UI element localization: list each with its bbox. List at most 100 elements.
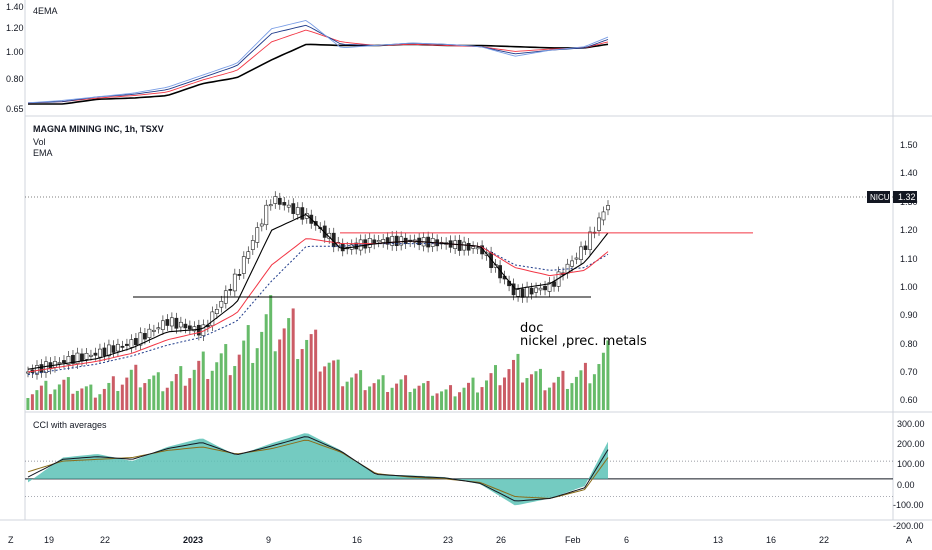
price-candle	[71, 355, 75, 364]
volume-bar	[53, 389, 57, 410]
volume-bar	[120, 384, 124, 410]
volume-bar	[399, 379, 403, 410]
top-ema-line	[27, 20, 609, 104]
volume-bar	[471, 377, 475, 410]
volume-bar	[242, 340, 246, 410]
volume-bar	[170, 381, 174, 410]
volume-bar	[377, 379, 381, 410]
volume-bar	[152, 375, 156, 410]
price-candle	[174, 317, 179, 329]
time-tick: 9	[266, 535, 271, 545]
volume-bar	[26, 398, 30, 410]
price-candle	[520, 288, 525, 298]
price-candle	[214, 309, 219, 314]
volume-bar	[592, 374, 596, 410]
price-candle	[120, 345, 125, 348]
cci-fill	[28, 433, 608, 506]
price-candle	[178, 321, 183, 328]
price-candle	[66, 356, 71, 365]
volume-bar	[489, 373, 493, 410]
volume-bar	[62, 379, 66, 410]
volume-bar	[570, 383, 574, 410]
volume-bar	[426, 380, 430, 410]
price-candle	[579, 246, 583, 260]
time-tick: Feb	[565, 535, 581, 545]
vol-label: Vol	[33, 137, 46, 147]
volume-bar	[201, 351, 205, 410]
volume-bar	[476, 392, 480, 410]
volume-bar	[318, 371, 322, 410]
volume-bar	[129, 369, 133, 410]
volume-bar	[291, 308, 295, 410]
volume-bar	[601, 352, 605, 410]
main-y-tick: 0.60	[900, 395, 918, 405]
volume-bar	[228, 375, 232, 410]
price-candle	[98, 348, 102, 358]
volume-bar	[233, 366, 237, 410]
price-candle	[160, 320, 165, 330]
top-y-tick: 1.00	[6, 47, 24, 57]
volume-bar	[251, 362, 255, 410]
volume-bar	[66, 377, 70, 410]
volume-bar	[246, 325, 250, 410]
top-y-tick: 1.40	[6, 2, 24, 12]
volume-bar	[125, 377, 129, 410]
volume-bar	[431, 395, 435, 410]
volume-bar	[381, 375, 385, 410]
price-candle	[525, 286, 529, 298]
volume-bar	[502, 377, 506, 410]
cci-pane-title: CCI with averages	[33, 420, 107, 430]
symbol-title: MAGNA MINING INC, 1h, TSXV	[33, 124, 164, 134]
volume-bar	[516, 353, 520, 410]
price-candle	[26, 371, 30, 374]
volume-bar	[116, 390, 120, 410]
volume-bar	[273, 351, 277, 410]
volume-bar	[197, 360, 201, 410]
volume-bar	[98, 394, 102, 410]
volume-bar	[606, 340, 610, 410]
price-candle	[89, 354, 93, 357]
price-candle	[273, 196, 278, 204]
volume-bar	[597, 364, 601, 410]
price-candle	[583, 245, 588, 250]
main-y-tick: 1.10	[900, 254, 918, 264]
timezone-button[interactable]: Z	[8, 535, 14, 545]
cci-average-line	[27, 439, 609, 499]
volume-bar	[341, 386, 345, 410]
price-candle	[516, 289, 520, 297]
volume-bar	[579, 370, 583, 410]
volume-bar	[323, 366, 327, 410]
time-tick: 2023	[183, 535, 203, 545]
volume-bar	[192, 369, 196, 410]
price-candle	[381, 239, 386, 243]
volume-bar	[84, 386, 88, 410]
volume-bar	[574, 376, 578, 410]
volume-bar	[143, 383, 147, 410]
time-axis: Z 19 22 2023 9 16 23 26 Feb 6 13 16 22 A	[8, 535, 912, 545]
price-candle	[547, 282, 552, 292]
volume-bar	[498, 385, 502, 410]
volume-bar	[561, 370, 565, 410]
price-candle	[399, 236, 404, 246]
volume-bar	[363, 390, 367, 410]
volume-bar	[156, 372, 160, 410]
auto-scale-button[interactable]: A	[906, 535, 912, 545]
volume-bar	[462, 387, 466, 410]
time-tick: 16	[766, 535, 776, 545]
main-y-tick: 1.40	[900, 168, 918, 178]
price-candle	[196, 324, 201, 336]
volume-bar	[269, 295, 273, 410]
price-candle	[367, 238, 372, 248]
volume-bar	[543, 390, 547, 410]
price-candle	[219, 300, 224, 308]
ticker-label: NICU	[870, 193, 890, 202]
price-candle	[187, 325, 192, 330]
volume-bar	[161, 391, 165, 410]
price-candle	[210, 311, 215, 326]
price-candle	[134, 338, 138, 346]
main-y-tick: 1.00	[900, 282, 918, 292]
volume-bar	[147, 379, 151, 410]
volume-bar	[264, 314, 268, 410]
volume-bar	[422, 383, 426, 410]
volume-bar	[57, 384, 61, 410]
